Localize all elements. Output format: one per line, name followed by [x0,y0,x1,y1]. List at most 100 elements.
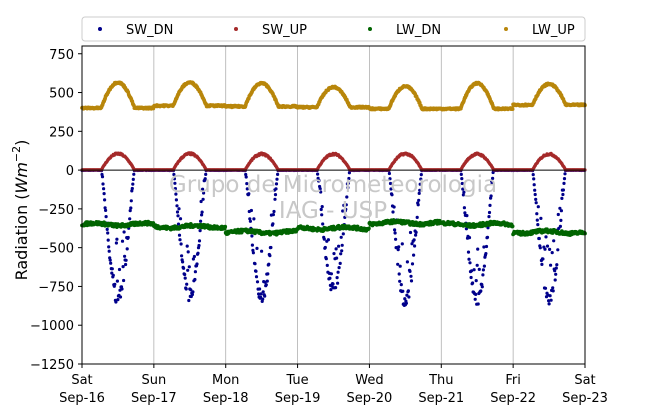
point-sw-dn [117,267,122,272]
point-sw-dn [125,247,129,251]
point-sw-dn [466,250,471,254]
point-sw-dn [325,263,329,267]
point-sw-dn [179,242,183,246]
point-sw-dn [328,276,332,280]
point-sw-dn [559,209,564,213]
point-sw-dn [274,187,278,191]
point-sw-dn [250,234,254,238]
point-sw-dn [202,191,206,195]
point-sw-dn [103,198,107,202]
point-sw-dn [335,276,339,280]
point-sw-dn [410,262,415,266]
point-sw-dn [122,278,126,283]
point-sw-dn [321,222,325,226]
point-sw-dn [532,177,536,181]
point-sw-dn [340,249,344,253]
legend-marker-lw-dn [368,27,372,31]
point-sw-dn [114,300,118,304]
point-sw-dn [185,282,189,286]
point-sw-dn [186,250,190,254]
point-sw-dn [176,214,180,218]
point-sw-dn [534,197,538,201]
y-tick-label: −1000 [30,319,74,334]
x-tick-label-day: Sun [141,373,166,388]
point-sw-dn [320,213,324,217]
point-sw-dn [480,285,484,289]
point-sw-dn [490,179,494,183]
point-sw-dn [187,265,191,269]
point-sw-dn [250,243,254,247]
point-sw-dn [120,239,125,243]
point-sw-dn [103,206,107,210]
point-sw-dn [184,287,188,291]
point-sw-dn [341,232,345,236]
point-sw-dn [191,290,195,294]
point-sw-dn [247,192,251,196]
point-sw-dn [175,204,179,208]
point-sw-dn [124,258,128,262]
point-sw-dn [319,207,323,212]
point-sw-dn [414,230,418,234]
point-sw-dn [101,182,105,186]
y-tick-label: −1250 [30,358,74,373]
point-sw-dn [533,192,537,197]
legend-marker-lw-up [504,27,508,31]
legend-marker-sw-dn [98,27,102,31]
legend-label-lw-up: LW_UP [532,23,575,38]
point-sw-dn [476,302,480,306]
point-sw-dn [556,212,560,217]
point-sw-dn [553,269,557,273]
point-sw-dn [339,252,343,256]
point-sw-dn [173,181,177,185]
point-sw-dn [102,187,106,191]
legend-label-sw-up: SW_UP [262,23,307,38]
point-sw-dn [547,299,551,303]
point-sw-dn [535,212,539,216]
point-sw-dn [104,215,108,219]
point-sw-dn [336,281,340,285]
plot-area [82,46,585,364]
point-sw-dn [318,187,322,191]
point-sw-dn [198,229,202,233]
y-tick-label: −500 [38,242,74,257]
point-sw-dn [174,198,178,202]
point-sw-dn [265,279,269,283]
point-sw-dn [115,237,119,241]
y-tick-label: −750 [38,280,74,295]
point-sw-dn [417,191,421,195]
watermark-line-1: Grupo de Micrometeorologia [169,172,497,198]
point-sw-dn [343,215,347,219]
point-sw-dn [473,297,477,301]
point-sw-dn [267,262,271,266]
x-tick-label-date: Sep-23 [562,391,608,406]
y-tick-label: 750 [49,48,74,63]
point-sw-dn [417,198,421,202]
point-sw-dn [132,172,136,176]
point-sw-dn [323,245,327,250]
point-sw-dn [474,292,478,296]
point-sw-dn [533,188,537,192]
point-sw-dn [113,282,117,286]
x-tick-label-day: Wed [355,373,383,388]
point-sw-dn [175,210,180,214]
point-sw-dn [123,254,127,258]
point-sw-dn [491,176,495,180]
point-sw-dn [487,210,492,215]
point-sw-dn [131,177,135,181]
point-sw-dn [412,238,416,242]
point-sw-dn [489,194,493,198]
point-sw-dn [347,176,351,181]
point-sw-dn [251,248,255,252]
point-sw-dn [398,264,402,268]
point-sw-dn [316,172,320,176]
point-sw-dn [559,218,563,222]
point-sw-dn [173,187,177,191]
point-sw-dn [257,292,261,296]
point-sw-dn [197,243,201,248]
point-sw-dn [481,268,485,272]
point-sw-dn [475,263,479,267]
point-sw-dn [115,279,119,283]
point-sw-dn [332,252,336,256]
point-sw-dn [409,274,413,278]
